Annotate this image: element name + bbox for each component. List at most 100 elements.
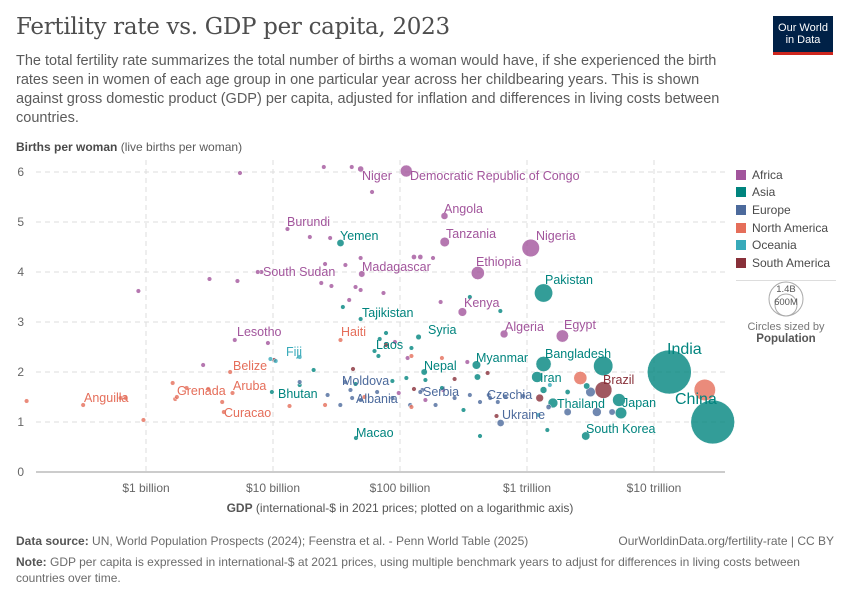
label-myanmar: Myanmar xyxy=(476,351,528,365)
point-tanzania xyxy=(439,236,450,248)
label-macao: Macao xyxy=(356,426,394,440)
label-bhutan: Bhutan xyxy=(278,387,318,401)
data-point xyxy=(520,393,526,399)
label-moldova: Moldova xyxy=(342,374,389,388)
note-label: Note: xyxy=(16,555,47,569)
legend-item-europe[interactable]: Europe xyxy=(736,201,836,219)
data-point xyxy=(170,380,176,386)
data-point xyxy=(307,234,313,240)
point-ethiopia xyxy=(470,266,485,280)
point-laos xyxy=(371,348,378,354)
y-tick-label: 1 xyxy=(17,415,24,429)
data-point xyxy=(322,402,328,408)
legend-item-oceania[interactable]: Oceania xyxy=(736,236,836,254)
y-axis-label-unit: (live births per woman) xyxy=(120,140,243,154)
label-niger: Niger xyxy=(362,169,392,183)
legend-label: South America xyxy=(752,255,831,270)
data-point xyxy=(340,304,346,310)
data-point xyxy=(219,399,225,405)
data-point xyxy=(487,395,493,401)
legend-swatch xyxy=(736,240,746,251)
data-point xyxy=(318,280,324,286)
owid-logo[interactable]: Our World in Data xyxy=(773,16,833,55)
label-belize: Belize xyxy=(233,359,267,373)
label-serbia: Serbia xyxy=(423,385,459,399)
data-point xyxy=(452,395,458,401)
label-thailand: Thailand xyxy=(557,397,605,411)
point-lesotho xyxy=(232,337,238,343)
label-aruba: Aruba xyxy=(233,379,266,393)
data-point xyxy=(408,404,414,410)
data-point xyxy=(380,290,387,296)
data-point xyxy=(377,336,383,342)
point-democratic-republic-of-congo xyxy=(400,164,413,178)
label-japan: Japan xyxy=(622,396,656,410)
y-tick-label: 4 xyxy=(17,265,24,279)
data-point xyxy=(184,385,190,391)
data-point xyxy=(353,381,359,387)
data-point xyxy=(347,387,354,393)
data-point xyxy=(474,373,481,381)
size-legend-small: 600M xyxy=(774,297,798,308)
size-legend-circles: 1.4B 600M xyxy=(768,281,804,317)
data-point xyxy=(477,399,483,405)
label-bangladesh: Bangladesh xyxy=(545,347,611,361)
data-point xyxy=(135,288,141,294)
label-south-korea: South Korea xyxy=(586,422,656,436)
legend-item-asia[interactable]: Asia xyxy=(736,184,836,202)
data-point xyxy=(417,389,423,395)
legend-label: Europe xyxy=(752,202,791,217)
point-madagascar xyxy=(358,270,366,278)
data-point xyxy=(563,408,572,416)
point-syria xyxy=(415,333,422,341)
label-albania: Albania xyxy=(356,392,398,406)
note: Note: GDP per capita is expressed in int… xyxy=(16,554,806,586)
data-point xyxy=(118,395,124,401)
point-bangladesh xyxy=(535,356,552,372)
legend-item-africa[interactable]: Africa xyxy=(736,166,836,184)
legend-divider xyxy=(736,279,836,281)
data-point xyxy=(346,297,352,303)
data-point xyxy=(322,261,328,267)
data-point xyxy=(389,395,395,401)
legend-item-south-america[interactable]: South America xyxy=(736,254,836,272)
data-point xyxy=(403,375,409,381)
data-point xyxy=(460,407,467,413)
data-point xyxy=(439,385,445,391)
credit-link[interactable]: OurWorldinData.org/fertility-rate | CC B… xyxy=(618,534,834,548)
label-ethiopia: Ethiopia xyxy=(476,255,521,269)
x-tick-label: $1 billion xyxy=(122,481,169,495)
label-haiti: Haiti xyxy=(341,325,366,339)
y-tick-label: 0 xyxy=(17,465,24,479)
point-burundi xyxy=(284,226,291,232)
legend-item-north-america[interactable]: North America xyxy=(736,219,836,237)
legend-swatch xyxy=(736,222,746,233)
point-nigeria xyxy=(521,238,540,258)
data-point xyxy=(593,356,614,376)
x-axis-label: GDP (international-$ in 2021 prices; plo… xyxy=(227,501,574,515)
data-point xyxy=(485,370,491,376)
size-legend-big: 1.4B xyxy=(776,284,796,295)
point-japan xyxy=(612,393,626,407)
data-point xyxy=(237,170,243,176)
data-point xyxy=(422,397,428,403)
data-point xyxy=(286,403,293,409)
point-algeria xyxy=(499,329,509,339)
legend-label: Africa xyxy=(752,167,783,182)
label-ukraine: Ukraine xyxy=(502,408,545,422)
logo-line-1: Our World xyxy=(778,22,828,34)
legend-label: Asia xyxy=(752,185,776,200)
point-anguilla xyxy=(80,402,86,408)
point-bhutan xyxy=(269,389,275,395)
data-point xyxy=(545,404,552,410)
label-madagascar: Madagascar xyxy=(362,260,431,274)
y-tick-label: 2 xyxy=(17,365,24,379)
data-point xyxy=(321,164,327,170)
chart-subtitle: The total fertility rate summarizes the … xyxy=(16,53,720,126)
data-point xyxy=(564,389,571,395)
label-brazil: Brazil xyxy=(603,373,634,387)
label-nepal: Nepal xyxy=(424,359,457,373)
label-algeria: Algeria xyxy=(505,320,544,334)
data-point xyxy=(361,394,367,400)
point-myanmar xyxy=(471,360,481,370)
